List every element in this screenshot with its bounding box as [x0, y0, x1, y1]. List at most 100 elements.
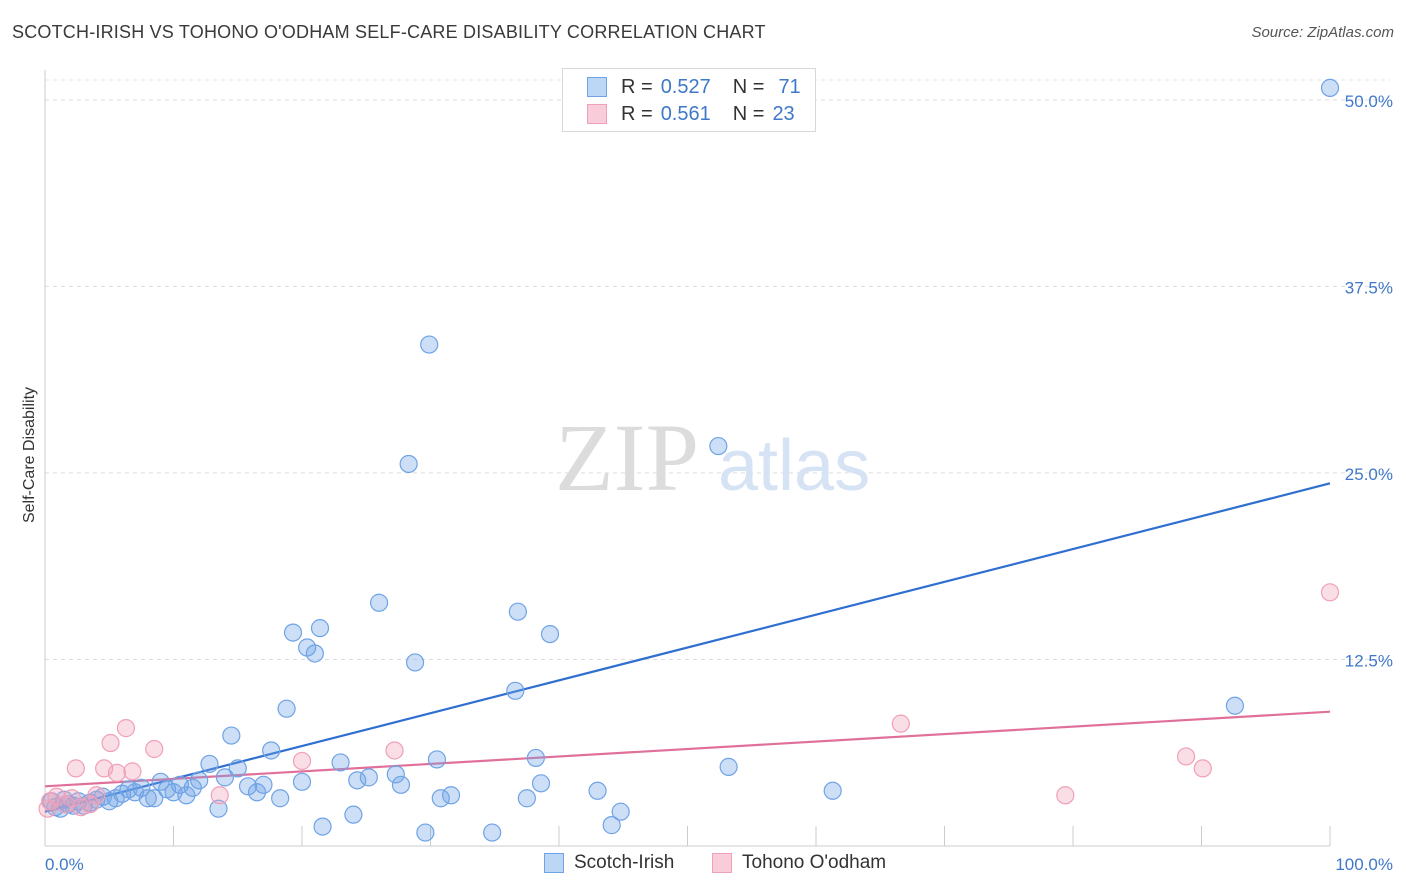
data-point-scotch-irish	[215, 768, 234, 787]
trend-lines	[44, 482, 1331, 813]
data-points	[38, 78, 1340, 842]
data-point-scotch-irish	[405, 653, 425, 672]
data-point-scotch-irish	[348, 771, 367, 790]
legend-r-label: R =	[621, 102, 653, 125]
data-point-scotch-irish	[262, 741, 281, 760]
data-point-scotch-irish	[222, 726, 241, 745]
stats-legend: R = 0.527 N = 71 R = 0.561 N = 23	[562, 68, 816, 132]
legend-swatch-scotch-irish	[587, 77, 607, 97]
data-point-scotch-irish	[132, 778, 151, 797]
data-point-scotch-irish	[427, 750, 447, 769]
data-point-tohono-o-odham	[87, 786, 106, 805]
series-legend: Scotch-Irish Tohono O'odham	[0, 852, 1406, 878]
axes	[44, 70, 1331, 847]
watermark: ZIP atlas	[555, 404, 870, 511]
data-point-scotch-irish	[331, 753, 350, 772]
series-swatch-scotch-irish	[544, 853, 564, 873]
data-point-scotch-irish	[823, 781, 842, 800]
data-point-scotch-irish	[420, 335, 439, 354]
watermark-atlas: atlas	[718, 426, 870, 506]
data-point-scotch-irish	[183, 778, 202, 797]
data-point-scotch-irish	[431, 789, 450, 808]
data-point-tohono-o-odham	[80, 795, 100, 814]
tick-labels: 12.5% 25.0% 37.5% 50.0% 0.0% 100.0%	[45, 92, 1393, 874]
data-point-scotch-irish	[531, 774, 551, 793]
data-point-scotch-irish	[1225, 696, 1245, 715]
data-point-scotch-irish	[138, 789, 157, 808]
y-tick-label: 25.0%	[1345, 465, 1393, 484]
series-legend-label: Scotch-Irish	[574, 852, 675, 873]
data-point-scotch-irish	[399, 454, 418, 474]
legend-n-label: N =	[732, 75, 765, 98]
data-point-scotch-irish	[151, 772, 170, 791]
data-point-tohono-o-odham	[1193, 759, 1212, 778]
series-legend-scotch-irish[interactable]: Scotch-Irish	[544, 852, 674, 874]
data-point-tohono-o-odham	[1056, 786, 1075, 805]
data-point-scotch-irish	[271, 789, 290, 808]
data-point-scotch-irish	[238, 777, 258, 796]
legend-r-value: 0.561	[660, 102, 711, 125]
data-point-tohono-o-odham	[101, 733, 120, 753]
data-point-tohono-o-odham	[210, 786, 229, 805]
data-point-scotch-irish	[292, 772, 312, 791]
data-point-scotch-irish	[200, 754, 219, 774]
y-tick-label: 37.5%	[1345, 278, 1393, 297]
series-legend-tohono-oodham[interactable]: Tohono O'odham	[712, 852, 886, 874]
data-point-scotch-irish	[588, 781, 607, 800]
data-point-scotch-irish	[283, 623, 303, 642]
series-swatch-tohono-oodham	[712, 853, 732, 873]
data-point-scotch-irish	[190, 771, 209, 790]
data-point-scotch-irish	[709, 436, 728, 456]
data-point-tohono-o-odham	[145, 739, 164, 759]
data-point-scotch-irish	[247, 783, 267, 802]
data-point-tohono-o-odham	[292, 751, 312, 771]
chart-title: SCOTCH-IRISH VS TOHONO O'ODHAM SELF-CARE…	[12, 22, 766, 42]
data-point-scotch-irish	[391, 775, 411, 794]
data-point-tohono-o-odham	[107, 763, 127, 782]
y-axis-label: Self-Care Disability	[21, 387, 38, 523]
data-point-scotch-irish	[441, 786, 461, 805]
data-point-scotch-irish	[209, 799, 228, 818]
legend-swatch-tohono-oodham	[587, 104, 607, 124]
data-point-scotch-irish	[483, 823, 502, 842]
data-point-scotch-irish	[344, 805, 363, 824]
data-point-scotch-irish	[719, 757, 738, 777]
data-point-tohono-o-odham	[38, 799, 57, 818]
y-tick-label: 50.0%	[1345, 92, 1393, 111]
data-point-scotch-irish	[310, 619, 330, 638]
data-point-scotch-irish	[386, 765, 405, 784]
trend-line-scotch-irish	[44, 482, 1331, 813]
data-point-scotch-irish	[602, 816, 621, 835]
legend-n-label: N =	[732, 102, 765, 125]
data-point-tohono-o-odham	[66, 759, 85, 778]
legend-r-value: 0.527	[660, 75, 711, 98]
legend-n-value: 71	[778, 75, 801, 98]
data-point-scotch-irish	[508, 602, 527, 621]
data-point-scotch-irish	[359, 768, 378, 787]
data-point-scotch-irish	[277, 699, 296, 718]
data-point-scotch-irish	[305, 644, 324, 663]
data-point-scotch-irish	[517, 789, 536, 808]
data-point-tohono-o-odham	[891, 714, 910, 733]
series-legend-label: Tohono O'odham	[742, 852, 887, 873]
data-point-scotch-irish	[416, 823, 435, 842]
data-point-scotch-irish	[370, 593, 389, 612]
data-point-scotch-irish	[145, 789, 164, 808]
data-point-tohono-o-odham	[123, 762, 142, 781]
legend-row-scotch-irish: R = 0.527 N = 71	[587, 73, 801, 101]
data-point-scotch-irish	[526, 748, 545, 768]
watermark-zip: ZIP	[555, 404, 699, 511]
data-point-scotch-irish	[177, 786, 196, 805]
data-point-scotch-irish	[540, 624, 560, 644]
x-tick-label-max: 100.0%	[1335, 855, 1393, 874]
legend-n-value: 23	[772, 102, 795, 125]
y-tick-label: 12.5%	[1345, 651, 1393, 670]
legend-row-tohono-oodham: R = 0.561 N = 23	[587, 100, 795, 128]
data-point-tohono-o-odham	[1176, 747, 1196, 766]
grid-lines	[45, 79, 1390, 660]
data-point-tohono-o-odham	[1320, 583, 1340, 602]
x-tick-label-min: 0.0%	[45, 855, 84, 874]
data-point-scotch-irish	[506, 681, 525, 700]
data-point-tohono-o-odham	[116, 719, 136, 738]
